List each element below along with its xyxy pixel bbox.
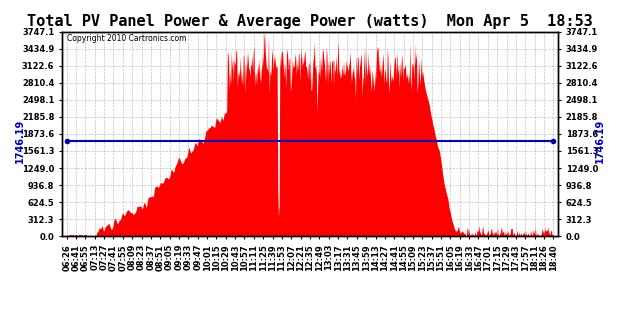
Text: 1746.19: 1746.19 (15, 119, 25, 163)
Text: Copyright 2010 Cartronics.com: Copyright 2010 Cartronics.com (67, 34, 187, 43)
Text: 1746.19: 1746.19 (595, 119, 605, 163)
Title: Total PV Panel Power & Average Power (watts)  Mon Apr 5  18:53: Total PV Panel Power & Average Power (wa… (27, 14, 593, 29)
